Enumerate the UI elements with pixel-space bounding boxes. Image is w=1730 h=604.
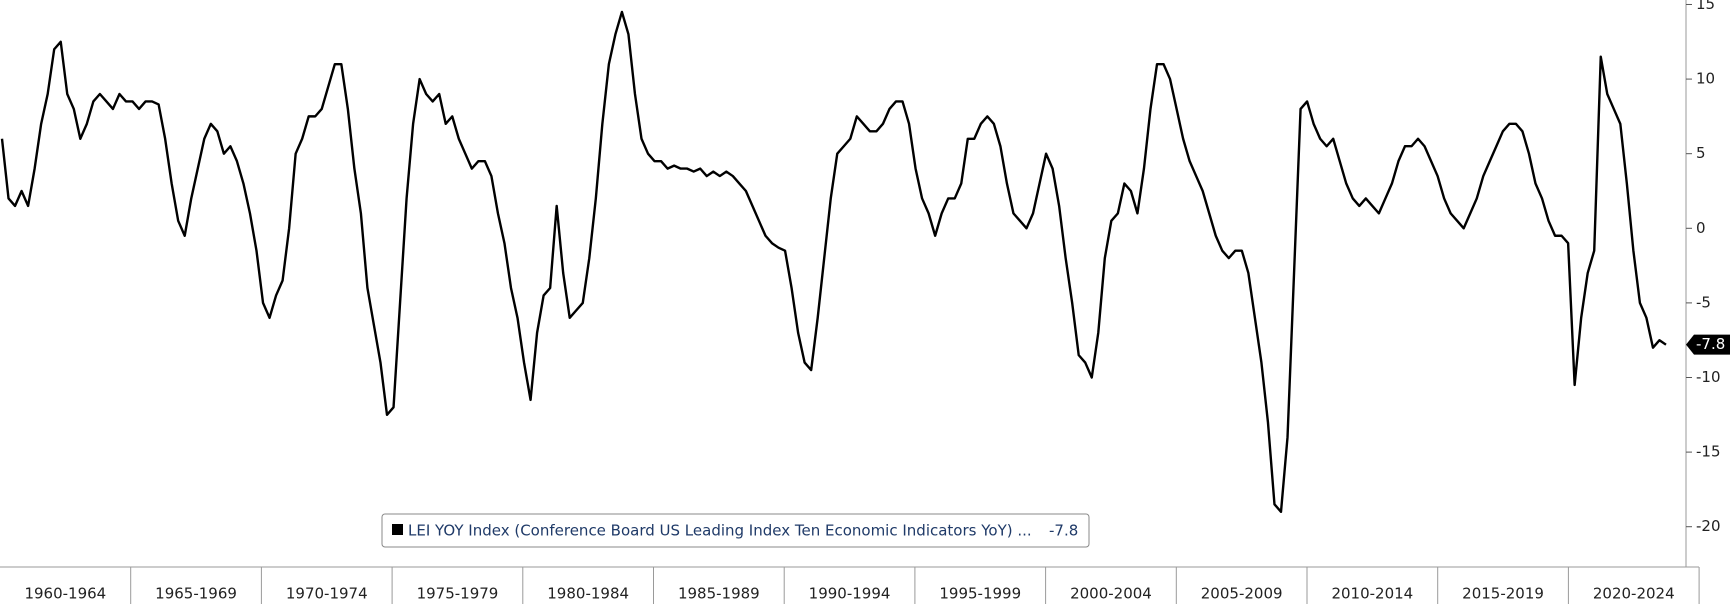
legend-swatch [392,524,403,535]
x-tick-label: 1965-1969 [155,585,237,603]
x-tick-label: 2010-2014 [1331,585,1413,603]
last-value-tag [1686,334,1730,355]
legend-label: LEI YOY Index (Conference Board US Leadi… [408,522,1032,540]
x-tick-label: 1990-1994 [809,585,891,603]
x-tick-label: 2000-2004 [1070,585,1152,603]
y-tick-label: -15 [1696,443,1721,461]
y-tick-label: 5 [1696,144,1706,162]
x-tick-label: 1995-1999 [939,585,1021,603]
x-tick-label: 2020-2024 [1593,585,1675,603]
data-line [0,10,1667,513]
legend-value: -7.8 [1049,522,1078,540]
y-tick-label: -10 [1696,368,1721,386]
x-tick-label: 2015-2019 [1462,585,1544,603]
legend-box [381,513,1090,548]
x-tick-label: 1970-1974 [286,585,368,603]
x-tick-label: 1960-1964 [24,585,106,603]
x-tick-label: 1975-1979 [417,585,499,603]
y-tick-label: -20 [1696,517,1721,535]
x-tick-label: 1985-1989 [678,585,760,603]
x-tick-label: 2005-2009 [1201,585,1283,603]
y-tick-label: 0 [1696,219,1706,237]
y-tick-label: 15 [1696,0,1715,13]
y-tick-label: 10 [1696,70,1715,88]
last-value-label: -7.8 [1696,335,1725,353]
y-tick-label: -5 [1696,293,1711,311]
x-tick-label: 1980-1984 [547,585,629,603]
